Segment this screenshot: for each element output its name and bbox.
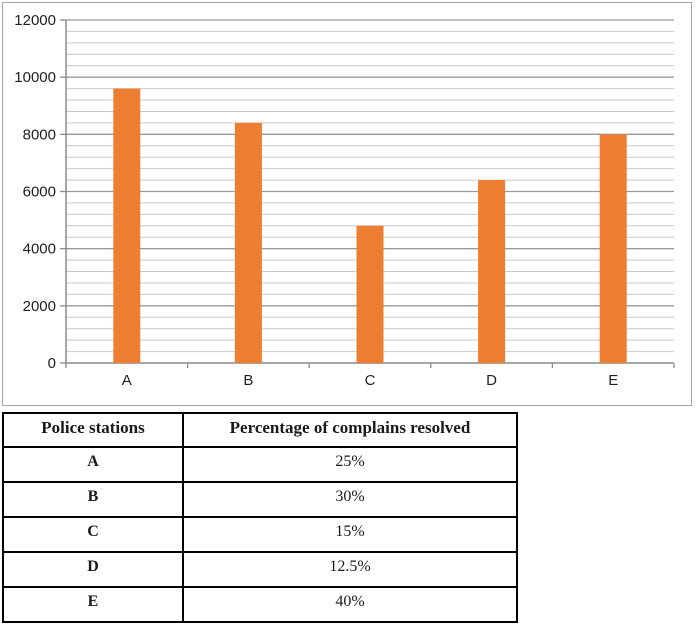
x-axis-category-label: E: [608, 372, 618, 389]
bar-chart: 0 2000 4000 6000 8000 10000 12000 A B C D E: [2, 2, 692, 406]
y-axis-tick-label: 6000: [23, 184, 56, 201]
y-axis-tick-label: 10000: [14, 69, 56, 86]
percent-cell: 25%: [182, 446, 518, 483]
x-axis-category-label: B: [243, 372, 253, 389]
bar-D: [478, 180, 506, 363]
percent-cell: 40%: [182, 586, 518, 623]
complaints-resolved-table: Police stations Percentage of complains …: [2, 412, 518, 623]
y-axis-tick-label: 8000: [23, 126, 56, 143]
percent-cell: 15%: [182, 516, 518, 553]
x-axis-category-label: A: [122, 372, 132, 389]
table-row: C 15%: [2, 516, 518, 553]
bar-C: [356, 225, 384, 363]
x-axis-category-label: C: [365, 372, 376, 389]
table-row: D 12.5%: [2, 551, 518, 588]
percent-cell: 12.5%: [182, 551, 518, 588]
station-cell: E: [2, 586, 184, 623]
bar-A: [113, 88, 141, 363]
station-cell: C: [2, 516, 184, 553]
y-axis-tick-label: 2000: [23, 298, 56, 315]
header-percentage-resolved: Percentage of complains resolved: [182, 412, 518, 448]
station-cell: A: [2, 446, 184, 483]
header-police-stations: Police stations: [2, 412, 184, 448]
bar-E: [599, 134, 627, 363]
y-axis-tick-label: 0: [48, 355, 56, 372]
percent-cell: 30%: [182, 481, 518, 518]
station-cell: D: [2, 551, 184, 588]
table-row: B 30%: [2, 481, 518, 518]
station-cell: B: [2, 481, 184, 518]
table-row: A 25%: [2, 446, 518, 483]
chart-canvas: 0 2000 4000 6000 8000 10000 12000 A B C D E: [14, 12, 675, 389]
table-header-row: Police stations Percentage of complains …: [2, 412, 518, 448]
table-row: E 40%: [2, 586, 518, 623]
y-axis-tick-label: 4000: [23, 241, 56, 258]
x-axis-category-label: D: [486, 372, 497, 389]
y-axis-tick-label: 12000: [14, 12, 56, 29]
bar-B: [234, 122, 262, 364]
